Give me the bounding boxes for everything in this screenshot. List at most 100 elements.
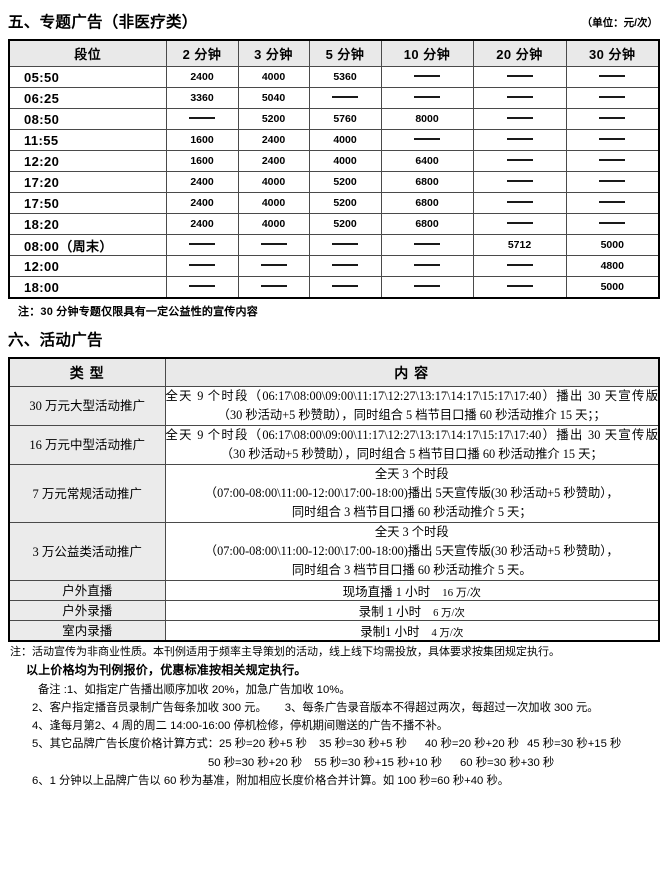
top-spacer xyxy=(0,0,667,10)
rate-cell xyxy=(237,234,310,256)
empty-dash-icon xyxy=(599,138,626,141)
rate-cell xyxy=(472,255,567,277)
empty-dash-icon xyxy=(189,117,215,120)
activity-type-outdoor-live: 户外直播 xyxy=(8,580,166,602)
empty-dash-icon xyxy=(599,96,626,99)
activity-content-7w-line2: （07:00-08:00\11:00-12:00\17:00-18:00)播出 … xyxy=(204,486,619,501)
rate-table-body: 05:50 2400 4000 5360 06:25 3360 5040 08:50 5200 5… xyxy=(8,66,660,299)
empty-dash-icon xyxy=(506,222,533,225)
rate-cell: 4000 xyxy=(237,192,310,214)
rate-row-slot: 08:50 xyxy=(8,108,167,130)
spacer-before-s6 xyxy=(0,319,667,328)
section5-table-wrap: 段位 2 分钟 3 分钟 5 分钟 10 分钟 20 分钟 30 分钟 05:5… xyxy=(0,39,667,299)
table-row: 12:00 4800 xyxy=(8,255,660,277)
footnote-item-5-b: 35 秒=30 秒+5 秒 xyxy=(318,738,407,751)
rate-cell xyxy=(380,276,474,299)
activity-table: 类 型 内 容 30 万元大型活动推广 全天 9 个时段（06:17\08:00… xyxy=(8,357,660,643)
outdoor-rec-amount: 6 万/次 xyxy=(433,608,465,620)
empty-dash-icon xyxy=(414,285,440,288)
footnote-item-2: 2、客户指定播音员录制广告每条加收 300 元。 xyxy=(32,701,267,714)
col-header-content: 内 容 xyxy=(164,357,660,387)
rate-cell: 2400 xyxy=(165,213,239,235)
empty-dash-icon xyxy=(414,75,440,78)
rate-row-slot: 08:00（周末） xyxy=(8,234,167,256)
table-row: 08:00（周末） 5712 5000 xyxy=(8,234,660,256)
rate-cell xyxy=(472,213,567,235)
empty-dash-icon xyxy=(414,138,440,141)
table-row: 11:55 1600 2400 4000 xyxy=(8,129,660,151)
rate-cell xyxy=(472,171,567,193)
footnote-item-5-g: 60 秒=30 秒+30 秒 xyxy=(460,756,555,769)
rate-cell: 6800 xyxy=(380,171,474,193)
table-row: 06:25 3360 5040 xyxy=(8,87,660,109)
footnote-item-1: 备注 :1、如指定广告播出顺序加收 20%，加急广告加收 10%。 xyxy=(38,683,351,696)
empty-dash-icon xyxy=(599,75,626,78)
rate-cell xyxy=(565,150,660,172)
rate-cell xyxy=(165,108,239,130)
footnotes-block: 注：活动宣传为非商业性质。本刊例适用于频率主导策划的活动，线上线下均需投放，具体… xyxy=(0,642,667,790)
rate-cell: 5000 xyxy=(565,234,660,256)
empty-dash-icon xyxy=(332,264,358,267)
rate-cell: 6800 xyxy=(380,213,474,235)
rate-cell xyxy=(380,87,474,109)
empty-dash-icon xyxy=(332,96,358,99)
rate-table: 段位 2 分钟 3 分钟 5 分钟 10 分钟 20 分钟 30 分钟 05:5… xyxy=(8,39,660,299)
empty-dash-icon xyxy=(506,264,533,267)
empty-dash-icon xyxy=(599,201,626,204)
footnote-item-5-a: 25 秒=20 秒+5 秒 xyxy=(219,738,307,751)
empty-dash-icon xyxy=(260,243,287,246)
section5-heading-row: 五、专题广告（非医疗类） （单位：元/次） xyxy=(0,10,667,32)
empty-dash-icon xyxy=(506,117,533,120)
rate-cell xyxy=(237,255,310,277)
activity-type-outdoor-rec: 户外录播 xyxy=(8,600,166,622)
footnote-item-4: 4、逢每月第2、4 周的周二 14:00-16:00 停机检修，停机期间赠送的广… xyxy=(32,720,449,733)
activity-content-3w-line3: 同时组合 3 档节目口播 60 秒活动推介 5 天。 xyxy=(291,563,532,578)
rate-cell: 2400 xyxy=(237,150,310,172)
col-header-30min: 30 分钟 xyxy=(565,39,660,67)
table-row: 30 万元大型活动推广 全天 9 个时段（06:17\08:00\09:00\1… xyxy=(8,385,660,427)
table-row: 17:50 2400 4000 5200 6800 xyxy=(8,192,660,214)
rate-row-slot: 12:20 xyxy=(8,150,167,172)
rate-cell: 3360 xyxy=(165,87,239,109)
footnote-item-5: 5、其它品牌广告长度价格计算方式：25 秒=20 秒+5 秒 35 秒=30 秒+… xyxy=(8,735,659,753)
rate-row-slot: 18:20 xyxy=(8,213,167,235)
table-row: 18:00 5000 xyxy=(8,276,660,299)
empty-dash-icon xyxy=(414,96,440,99)
rate-cell: 4000 xyxy=(237,213,310,235)
activity-content-16w: 全天 9 个时段（06:17\08:00\09:00\11:17\12:27\1… xyxy=(164,425,660,466)
col-header-2min: 2 分钟 xyxy=(165,39,239,67)
activity-content-7w-line3: 同时组合 3 档节目口播 60 秒活动推介 5 天； xyxy=(291,505,532,520)
rate-cell: 5200 xyxy=(308,171,382,193)
outdoor-live-text: 现场直播 1 小时 xyxy=(342,585,431,600)
indoor-rec-text: 录制1 小时 xyxy=(360,625,420,640)
footnote-item-3: 3、每条广告录音版本不得超过两次，每超过一次加收 300 元。 xyxy=(284,701,599,714)
rate-cell: 4800 xyxy=(565,255,660,277)
rate-row-slot: 06:25 xyxy=(8,87,167,109)
rate-cell xyxy=(565,192,660,214)
indoor-rec-amount: 4 万/次 xyxy=(431,628,464,640)
rate-cell: 8000 xyxy=(380,108,474,130)
empty-dash-icon xyxy=(332,243,358,246)
empty-dash-icon xyxy=(189,264,215,267)
activity-type-3w: 3 万公益类活动推广 xyxy=(8,522,166,582)
activity-type-16w: 16 万元中型活动推广 xyxy=(8,425,166,466)
rate-cell: 1600 xyxy=(165,129,239,151)
table-row: 08:50 5200 5760 8000 xyxy=(8,108,660,130)
activity-content-outdoor-rec: 录制 1 小时 6 万/次 xyxy=(164,600,660,622)
rate-cell: 2400 xyxy=(165,171,239,193)
section5-unit-label: （单位：元/次） xyxy=(581,17,658,29)
rate-cell xyxy=(380,234,474,256)
rate-cell: 5200 xyxy=(308,192,382,214)
section5-note: 注：30 分钟专题仅限具有一定公益性的宣传内容 xyxy=(18,306,258,318)
empty-dash-icon xyxy=(506,159,533,162)
col-header-10min: 10 分钟 xyxy=(380,39,474,67)
rate-cell: 5200 xyxy=(308,213,382,235)
rate-row-slot: 05:50 xyxy=(8,66,167,88)
table-row: 3 万公益类活动推广 全天 3 个时段 （07:00-08:00\11:00-1… xyxy=(8,522,660,582)
activity-content-indoor-rec: 录制1 小时 4 万/次 xyxy=(164,620,660,642)
empty-dash-icon xyxy=(189,285,215,288)
rate-cell xyxy=(308,234,382,256)
activity-content-7w: 全天 3 个时段 （07:00-08:00\11:00-12:00\17:00-… xyxy=(164,464,660,524)
table-row: 16 万元中型活动推广 全天 9 个时段（06:17\08:00\09:00\1… xyxy=(8,425,660,466)
